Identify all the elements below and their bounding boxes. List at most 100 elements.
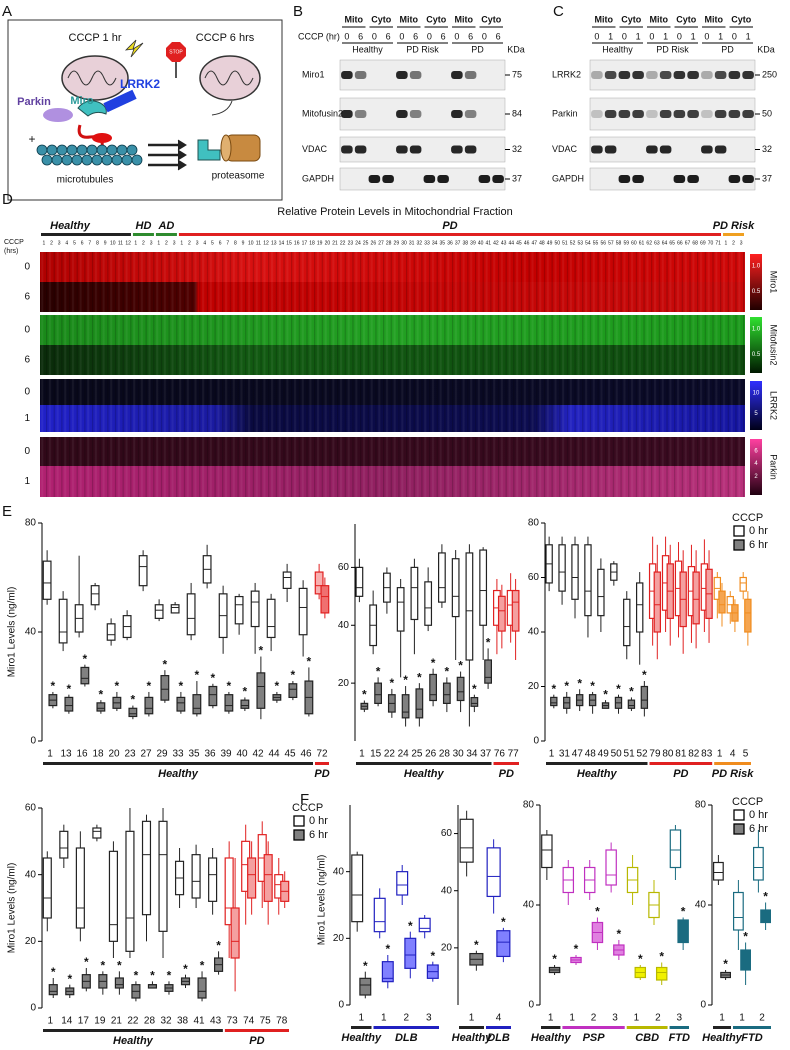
column-label: 40 xyxy=(478,240,484,246)
significance-mark: * xyxy=(362,688,367,702)
sample-label: 24 xyxy=(398,749,410,760)
significance-mark: * xyxy=(403,673,408,687)
cristae xyxy=(67,70,117,86)
band xyxy=(714,71,727,79)
column-label: 46 xyxy=(524,240,530,246)
time-label: 6 xyxy=(358,31,363,41)
y-tick-label: 60 xyxy=(338,562,350,573)
significance-mark: * xyxy=(84,955,89,969)
significance-mark: * xyxy=(763,890,768,904)
box xyxy=(692,571,700,625)
significance-mark: * xyxy=(147,679,152,693)
column-label: 38 xyxy=(463,240,469,246)
time-label: 6 xyxy=(441,31,446,41)
band xyxy=(673,71,686,79)
significance-mark: * xyxy=(363,959,368,973)
box xyxy=(320,585,330,614)
significance-mark: * xyxy=(195,668,200,682)
band xyxy=(659,145,672,154)
significance-mark: * xyxy=(200,959,205,973)
y-tick-label: 60 xyxy=(528,572,540,583)
sample-label: 1 xyxy=(469,1013,475,1024)
sample-label: 17 xyxy=(78,1016,90,1027)
blot-background xyxy=(339,97,506,131)
box xyxy=(541,834,553,869)
group-label: AD xyxy=(157,220,174,232)
sample-label: 2 xyxy=(591,1013,597,1024)
legend-swatch xyxy=(733,809,745,821)
sample-label: 81 xyxy=(675,749,687,760)
band xyxy=(714,110,727,118)
sample-label: 4 xyxy=(730,749,736,760)
fraction-label: Cyto xyxy=(426,14,447,24)
protein-label: Mitofusin2 xyxy=(302,108,343,118)
y-tick-label: 0 xyxy=(528,1000,534,1011)
significance-mark: * xyxy=(638,952,643,966)
group-label: PD xyxy=(249,1035,264,1047)
band xyxy=(591,145,603,154)
time-label: 0 xyxy=(704,31,709,41)
time-label: 6 xyxy=(468,31,473,41)
band xyxy=(728,175,741,183)
time-label: 1 xyxy=(663,31,668,41)
sample-label: 3 xyxy=(677,1013,683,1024)
significance-mark: * xyxy=(743,930,748,944)
y-tick-label: 20 xyxy=(338,678,350,689)
significance-mark: * xyxy=(595,905,600,919)
sample-label: 25 xyxy=(411,749,423,760)
column-label: 68 xyxy=(692,240,698,246)
box xyxy=(381,961,394,983)
panel-label: B xyxy=(293,3,303,20)
significance-mark: * xyxy=(551,682,556,696)
label: proteasome xyxy=(212,171,265,182)
box xyxy=(186,593,196,636)
time-label: 1 xyxy=(24,476,30,487)
group-label: CBD xyxy=(635,1032,659,1044)
sample-label: 14 xyxy=(61,1016,73,1027)
box xyxy=(605,849,617,886)
legend-swatch xyxy=(293,829,305,841)
band xyxy=(464,145,477,154)
label: Miro xyxy=(70,95,94,107)
column-label: 13 xyxy=(271,240,277,246)
heatmap-cells xyxy=(40,252,745,282)
box xyxy=(484,659,492,684)
sample-label: 76 xyxy=(494,749,506,760)
colorbar-label: 1.0 xyxy=(752,327,761,333)
column-label: 43 xyxy=(501,240,507,246)
heatmap-cells xyxy=(40,405,745,432)
box xyxy=(718,590,726,614)
box xyxy=(208,857,218,902)
box xyxy=(640,685,649,709)
column-label: 52 xyxy=(570,240,576,246)
band xyxy=(701,145,713,154)
box xyxy=(456,676,465,702)
time-label: 0 xyxy=(24,325,30,336)
group-bar xyxy=(541,1026,561,1029)
column-label: 29 xyxy=(394,240,400,246)
motor-head xyxy=(92,133,112,143)
box xyxy=(158,820,168,932)
significance-mark: * xyxy=(183,962,188,976)
significance-mark: * xyxy=(408,919,413,933)
band xyxy=(354,71,367,79)
band xyxy=(632,175,644,183)
colorbar xyxy=(750,381,762,430)
column-label: 2 xyxy=(188,240,191,246)
panel-a-frame xyxy=(7,19,283,201)
significance-mark: * xyxy=(385,942,390,956)
label: CCCP 6 hrs xyxy=(196,32,255,44)
significance-mark: * xyxy=(474,938,479,952)
box xyxy=(256,672,266,709)
box xyxy=(396,871,409,896)
column-label: 11 xyxy=(256,240,261,246)
legend-title: CCCP xyxy=(732,796,763,808)
box xyxy=(288,683,298,699)
band xyxy=(409,110,422,118)
sample-label: 72 xyxy=(316,749,328,760)
box xyxy=(64,696,74,712)
band xyxy=(341,110,353,118)
significance-mark: * xyxy=(163,657,168,671)
band xyxy=(409,71,422,79)
heatmap-cells xyxy=(40,466,745,497)
